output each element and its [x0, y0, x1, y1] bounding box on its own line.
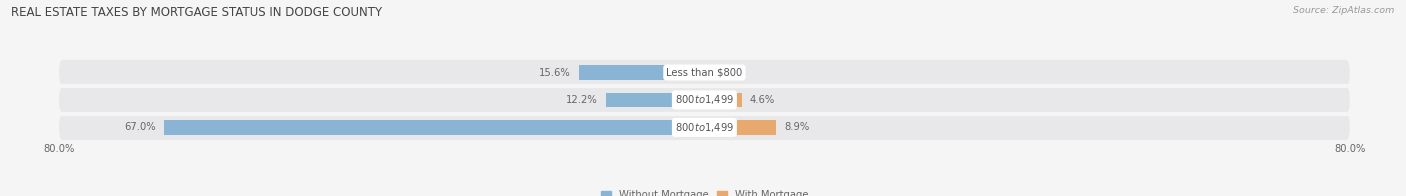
Bar: [704, 65, 706, 80]
Text: REAL ESTATE TAXES BY MORTGAGE STATUS IN DODGE COUNTY: REAL ESTATE TAXES BY MORTGAGE STATUS IN …: [11, 6, 382, 19]
Text: 8.9%: 8.9%: [785, 122, 810, 132]
Bar: [704, 120, 776, 134]
Text: 67.0%: 67.0%: [124, 122, 156, 132]
Bar: [606, 93, 704, 107]
Text: 12.2%: 12.2%: [567, 95, 598, 105]
Bar: [704, 93, 741, 107]
Bar: [165, 120, 704, 134]
Text: 15.6%: 15.6%: [538, 67, 571, 78]
Text: 0.26%: 0.26%: [714, 67, 747, 78]
Text: Source: ZipAtlas.com: Source: ZipAtlas.com: [1294, 6, 1395, 15]
Text: 4.6%: 4.6%: [749, 95, 775, 105]
Legend: Without Mortgage, With Mortgage: Without Mortgage, With Mortgage: [600, 190, 808, 196]
FancyBboxPatch shape: [59, 115, 1350, 140]
FancyBboxPatch shape: [59, 87, 1350, 113]
Text: $800 to $1,499: $800 to $1,499: [675, 121, 734, 134]
Bar: [578, 65, 704, 80]
Text: Less than $800: Less than $800: [666, 67, 742, 78]
Text: $800 to $1,499: $800 to $1,499: [675, 93, 734, 106]
FancyBboxPatch shape: [59, 60, 1350, 85]
